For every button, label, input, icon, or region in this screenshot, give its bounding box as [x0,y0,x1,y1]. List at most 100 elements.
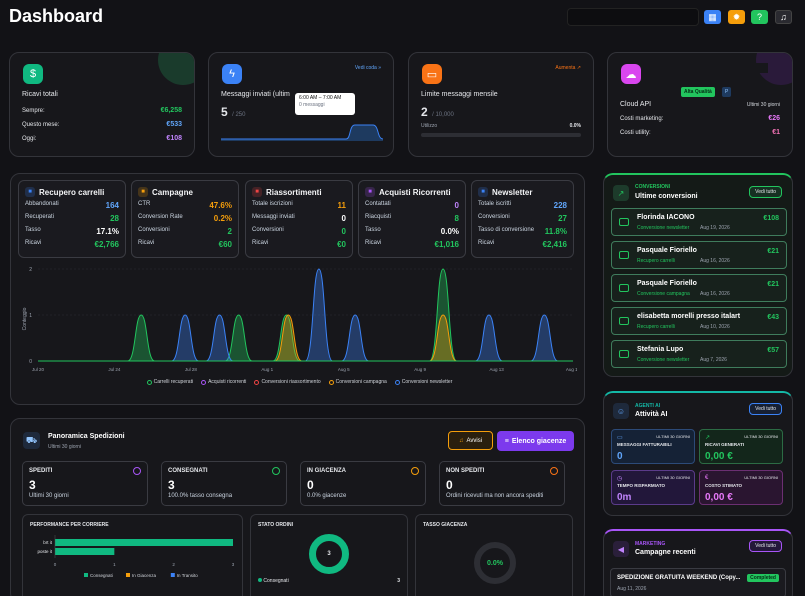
carrier-label: brt it [43,540,53,545]
y-axis-label: Conteggio [22,307,28,330]
kpi-value: 5 / 250 [221,105,246,119]
kpi-title: Limite messaggi mensile [421,91,498,98]
kpi-title: Messaggi inviati (ultim [221,91,290,98]
module-row: Abbandonati 164 [25,201,119,210]
dollar-icon: $ [23,64,43,84]
bell-icon: ♫ [458,437,464,444]
gear-icon[interactable]: ✹ [728,10,745,24]
legend-item[interactable]: Conversioni riassortimento [254,379,321,385]
module-icon: ■ [365,187,375,197]
quality-badge-2: P [722,87,732,97]
stat-icon [411,467,419,475]
x-tick-label: Aug 13 [489,367,504,372]
agenti-kicker: AGENTI AI [635,403,661,409]
kpi-row: Questo mese: €533 [22,121,182,128]
shipping-stat: NON SPEDITI 0 Ordini ricevuti ma non ancor… [439,461,565,506]
stat-icon [550,467,558,475]
carrier-bar [55,548,115,555]
legend-swatch [126,573,130,577]
kpi-limite: ▭ Aumenta ↗ Limite messaggi mensile 2 / … [408,52,594,157]
legend-item[interactable]: Carrelli recuperati [146,379,193,385]
vedi-tutto-conversioni[interactable]: Vedi tutto [749,186,782,198]
conversion-item[interactable]: Florinda IACONO Conversione newsletter Aug… [611,208,787,236]
series-peak [224,314,253,362]
module-icon: ■ [252,187,262,197]
module-row: Ricavi €60 [138,240,232,249]
stato-ordini: STATO ORDINI 3 Consegnati 3 [250,514,408,596]
mail-icon [619,251,629,259]
module-card[interactable]: ■ Acquisti Ricorrenti Contattati 0 Riacquist… [358,180,466,258]
x-tick-label: 3 [232,562,235,567]
x-tick-label: Aug 5 [338,367,350,372]
vedi-tutto-agenti[interactable]: Vedi tutto [749,403,782,415]
stato-legend: Consegnati 3 [258,578,400,584]
marketing-title: Campagne recenti [635,549,696,556]
search-bar[interactable] [567,8,699,26]
module-row: Contattati 0 [365,201,459,210]
megaphone-icon: ◀ [613,541,629,557]
grid-icon[interactable]: ▦ [704,10,721,24]
quality-badge: Alta Qualità [681,87,715,97]
module-row: Totale iscritti 228 [478,201,567,210]
module-row: Tasso 17.1% [25,227,119,236]
campaign-status: Completed [747,574,779,582]
module-row: Ricavi €0 [252,240,346,249]
series-peak [127,314,155,362]
metric-icon: ↗ [705,435,711,441]
tasso-title: TASSO GIACENZA [423,522,468,528]
campaign-title: SPEDIZIONE GRATUITA WEEKEND (Copy... [617,575,741,581]
series-peak [274,314,303,362]
series-peak [171,314,199,362]
campaign-item[interactable]: SPEDIZIONE GRATUITA WEEKEND (Copy... Com… [610,568,786,596]
chart-legend: Carrelli recuperati Acquisti ricorrenti Co… [22,379,577,385]
help-icon[interactable]: ? [751,10,768,24]
module-header: ■ Newsletter [478,187,532,197]
ai-metric-tile: ↗ ULTIMI 30 GIORNI RICAVI GENERATI 0,00 € [699,429,783,464]
module-card[interactable]: ■ Riassortimenti Totale iscrizioni 11 Messag… [245,180,353,258]
legend-item[interactable]: Conversioni newsletter [394,379,452,385]
kpi-title: Ricavi totali [22,91,58,98]
module-card[interactable]: ■ Recupero carrelli Abbandonati 164 Recupera… [18,180,126,258]
metric-icon: ◷ [617,476,623,482]
elenco-giacenze-button[interactable]: ≡ Elenco giacenze [497,431,574,451]
tasso-gauge: 0.0% [474,542,516,584]
period-label: Ultimi 30 giorni [746,102,780,108]
kpi-row: Costi utility: €1 [620,129,780,136]
x-tick-label: Aug 17 [566,367,577,372]
x-tick-label: 0 [54,562,57,567]
kpi-ricavi: $ Ricavi totali Sempre: €6,258 Questo mes… [9,52,195,157]
module-header: ■ Recupero carrelli [25,187,104,197]
series-peak [475,314,503,362]
aumenta-link[interactable]: Aumenta ↗ [555,65,581,71]
avvisi-button[interactable]: ♫ Avvisi [448,431,493,450]
x-tick-label: Jul 24 [108,367,121,372]
conversion-item[interactable]: Pasquale Fioriello Recupero carrelli Aug 1… [611,241,787,269]
vedi-coda-link[interactable]: Vedi coda » [354,65,381,71]
kpi-value: 2 / 10,000 [421,105,454,119]
metric-icon: € [705,475,709,481]
conversioni-title: Ultime conversioni [635,193,698,200]
messages-sparkline [221,124,383,141]
carrier-label: poste it [37,549,52,554]
conversion-item[interactable]: elisabetta morelli presso italart Recuper… [611,307,787,335]
conversion-item[interactable]: Stefania Lupo Conversione newsletter Aug 7… [611,340,787,368]
kpi-messaggi: ϟ Vedi coda » Messaggi inviati (ultim 5 … [208,52,394,157]
decor-blob [158,53,194,85]
module-row: Riacquisti 8 [365,214,459,223]
module-title: Newsletter [492,187,533,197]
hidden-mask [728,63,768,73]
module-row: CTR 47.6% [138,201,232,210]
chat-icon: ▭ [422,64,442,84]
bell-icon[interactable]: ♫ [775,10,792,24]
x-tick-label: 1 [113,562,116,567]
marketing-panel: ◀ MARKETING Campagne recenti Vedi tutto … [603,529,793,596]
spedizioni-title: Panoramica Spedizioni [48,433,125,440]
conversion-item[interactable]: Pasquale Fioriello Conversione campagna Au… [611,274,787,302]
module-card[interactable]: ■ Campagne CTR 47.6% Conversion Rate 0.2% Conv… [131,180,239,258]
vedi-tutto-marketing[interactable]: Vedi tutto [749,540,782,552]
legend-item[interactable]: Acquisti ricorrenti [201,379,246,385]
metric-icon: ▭ [617,435,623,441]
module-card[interactable]: ■ Newsletter Totale iscritti 228 Conversioni… [471,180,574,258]
legend-item[interactable]: Conversioni campagna [328,379,387,385]
robot-icon: ☺ [613,403,629,419]
